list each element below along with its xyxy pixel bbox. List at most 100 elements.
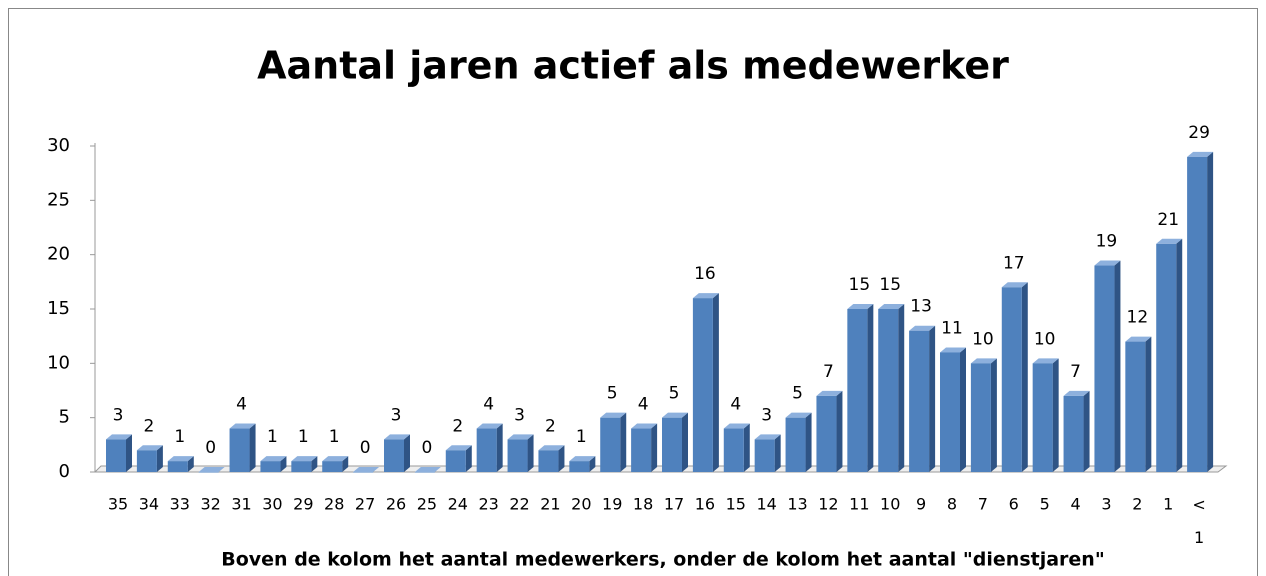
bar [291, 456, 318, 472]
bar [600, 412, 627, 472]
chart-border [8, 8, 1258, 576]
bar-side [743, 423, 750, 472]
bar-top [198, 467, 225, 472]
bar-top [662, 412, 688, 418]
data-label: 3 [391, 405, 402, 425]
x-tick-label: 11 [849, 495, 869, 514]
bar [878, 304, 905, 472]
bar [692, 293, 719, 472]
bar [507, 434, 534, 472]
bar [1125, 336, 1152, 472]
bar [198, 467, 225, 473]
bar-front [198, 472, 219, 473]
data-label: 1 [298, 427, 309, 447]
bar [1156, 238, 1183, 472]
bar [569, 456, 596, 472]
bar-front [940, 352, 960, 472]
x-tick-label: 34 [139, 495, 159, 514]
bar-front [414, 472, 435, 473]
data-label: 10 [1034, 329, 1056, 349]
x-tick-label: 23 [478, 495, 498, 514]
data-label: 4 [236, 395, 247, 415]
bar [353, 467, 380, 473]
bar-top [878, 304, 905, 309]
y-tick-label: 10 [47, 352, 70, 373]
bar-side [527, 434, 534, 472]
bar-front [1032, 363, 1053, 472]
bar [476, 423, 503, 472]
bar-side [836, 390, 843, 472]
bar-front [569, 461, 590, 472]
x-tick-label: 13 [787, 495, 807, 514]
bar-front [291, 461, 312, 472]
data-label: 4 [483, 395, 494, 415]
data-label: 5 [607, 384, 618, 404]
bar-front [1063, 395, 1084, 472]
x-tick-label: 5 [1040, 495, 1050, 514]
data-label: 1 [329, 427, 340, 447]
bar [445, 445, 472, 472]
x-tick-label: 6 [1009, 495, 1019, 514]
bar-front [631, 428, 652, 472]
bar-front [1094, 265, 1115, 472]
bar-front [167, 461, 188, 472]
bar-side [1021, 282, 1028, 472]
bar-top [507, 434, 534, 440]
x-tick-label: 1 [1163, 495, 1173, 514]
bar-top [1094, 260, 1121, 266]
bar [662, 412, 688, 472]
bar [909, 325, 936, 472]
data-label: 4 [730, 395, 741, 415]
x-tick-label: 33 [170, 495, 190, 514]
bar-top [414, 467, 441, 472]
data-label: 11 [941, 318, 963, 338]
bar-side [867, 304, 874, 472]
bar [538, 445, 565, 472]
x-tick-label: 12 [818, 495, 838, 514]
bar-side [805, 412, 812, 472]
x-tick-label: 8 [947, 495, 957, 514]
bar-side [496, 423, 503, 472]
bar-side [929, 325, 936, 472]
bar-front [847, 309, 868, 472]
data-label: 17 [1003, 253, 1025, 273]
x-tick-label: 20 [571, 495, 591, 514]
bar-front [692, 298, 713, 472]
bar-front [445, 450, 466, 472]
bar-top [260, 456, 287, 462]
y-tick-label: 15 [47, 298, 70, 319]
bar [1094, 260, 1121, 472]
data-label: 7 [823, 362, 834, 382]
bar-top [1032, 358, 1059, 364]
bar-top [1063, 390, 1090, 396]
bar [816, 390, 843, 472]
x-tick-label: 24 [448, 495, 468, 514]
bar-top [106, 434, 132, 440]
data-label: 16 [694, 264, 716, 284]
x-tick-label: 35 [108, 495, 128, 514]
bar-front [1156, 243, 1177, 472]
bar-side [280, 456, 287, 472]
bar-top [322, 456, 349, 462]
bar-top [1156, 238, 1183, 244]
bar-front [878, 309, 899, 472]
data-label: 15 [879, 275, 901, 295]
bar-side [651, 423, 658, 472]
bar-front [1001, 287, 1022, 472]
bar-side [465, 445, 472, 472]
x-tick-label: 18 [633, 495, 653, 514]
bar-side [1207, 151, 1214, 472]
bar-front [106, 439, 126, 472]
bar-side [311, 456, 318, 472]
y-tick-label: 0 [59, 461, 70, 482]
bar-front [507, 439, 528, 472]
bar-side [960, 347, 966, 472]
data-label: 10 [972, 329, 994, 349]
bar-top [723, 423, 750, 429]
bar-front [785, 417, 806, 472]
bar-top [445, 445, 472, 451]
bar-top [229, 423, 256, 429]
bar-front [970, 363, 991, 472]
y-tick-label: 5 [59, 407, 70, 428]
